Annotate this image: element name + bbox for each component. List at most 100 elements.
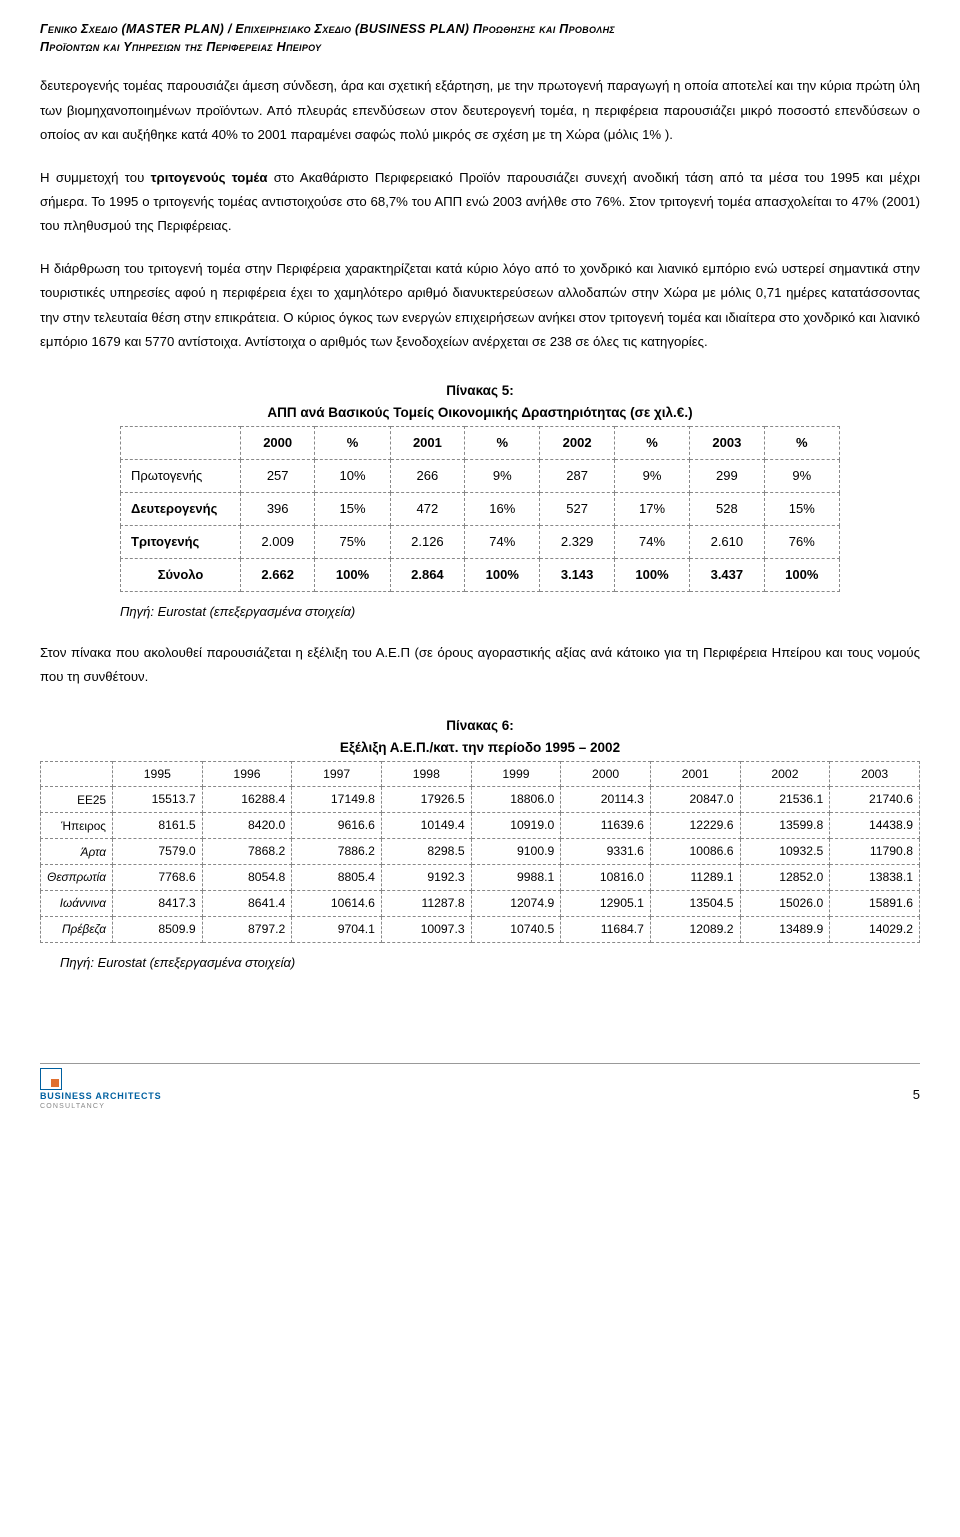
data-cell: 8797.2 bbox=[202, 916, 292, 942]
table-row: Άρτα7579.07868.27886.28298.59100.99331.6… bbox=[41, 839, 920, 865]
row-label: Ήπειρος bbox=[41, 813, 113, 839]
data-cell: 8641.4 bbox=[202, 891, 292, 917]
data-cell: 266 bbox=[390, 459, 464, 492]
data-cell: 11684.7 bbox=[561, 916, 651, 942]
row-label: Δευτερογενής bbox=[121, 492, 241, 525]
data-cell: 20847.0 bbox=[650, 787, 740, 813]
data-cell: 20114.3 bbox=[561, 787, 651, 813]
paragraph-4: Στον πίνακα που ακολουθεί παρουσιάζεται … bbox=[40, 641, 920, 690]
data-cell: 74% bbox=[465, 526, 540, 559]
running-header-line2: Προϊοντων και Υπηρεσιων της Περιφερειας … bbox=[40, 38, 920, 56]
table6-title: Πίνακας 6: Εξέλιξη Α.Ε.Π./κατ. την περίο… bbox=[40, 715, 920, 758]
data-cell: 21740.6 bbox=[830, 787, 920, 813]
data-cell: 76% bbox=[764, 526, 839, 559]
table6-header-cell: 1995 bbox=[113, 761, 203, 787]
data-cell: 11639.6 bbox=[561, 813, 651, 839]
row-label: Άρτα bbox=[41, 839, 113, 865]
logo-subtext: CONSULTANCY bbox=[40, 1102, 161, 1113]
data-cell: 13838.1 bbox=[830, 865, 920, 891]
table-row: ΕΕ2515513.716288.417149.817926.518806.02… bbox=[41, 787, 920, 813]
page-footer: BUSINESS ARCHITECTS CONSULTANCY 5 bbox=[40, 1063, 920, 1113]
data-cell: 9192.3 bbox=[381, 865, 471, 891]
data-cell: 16288.4 bbox=[202, 787, 292, 813]
table5-header-cell bbox=[121, 426, 241, 459]
row-label: Πρωτογενής bbox=[121, 459, 241, 492]
logo-icon bbox=[40, 1068, 62, 1090]
table6: 199519961997199819992000200120022003 ΕΕ2… bbox=[40, 761, 920, 943]
table5-header-cell: % bbox=[764, 426, 839, 459]
table-row-total: Σύνολο2.662100%2.864100%3.143100%3.43710… bbox=[121, 559, 840, 592]
data-cell: 11790.8 bbox=[830, 839, 920, 865]
data-cell: 2.009 bbox=[241, 526, 315, 559]
data-cell: 396 bbox=[241, 492, 315, 525]
table5-header-cell: % bbox=[315, 426, 390, 459]
paragraph-2a: Η συμμετοχή του bbox=[40, 170, 151, 185]
data-cell: 9988.1 bbox=[471, 865, 561, 891]
data-cell: 299 bbox=[690, 459, 764, 492]
table6-header-cell: 1998 bbox=[381, 761, 471, 787]
data-cell: 528 bbox=[690, 492, 764, 525]
running-header-line1: Γενικο Σχεδιο (MASTER PLAN) / Επιχειρησι… bbox=[40, 20, 920, 38]
data-cell: 2.329 bbox=[540, 526, 614, 559]
table5-header-cell: 2002 bbox=[540, 426, 614, 459]
data-cell: 10816.0 bbox=[561, 865, 651, 891]
data-cell: 2.864 bbox=[390, 559, 464, 592]
data-cell: 9704.1 bbox=[292, 916, 382, 942]
table5-head: 2000%2001%2002%2003% bbox=[121, 426, 840, 459]
data-cell: 9100.9 bbox=[471, 839, 561, 865]
data-cell: 13504.5 bbox=[650, 891, 740, 917]
table-row: Ιωάννινα8417.38641.410614.611287.812074.… bbox=[41, 891, 920, 917]
data-cell: 17149.8 bbox=[292, 787, 382, 813]
table5: 2000%2001%2002%2003% Πρωτογενής25710%266… bbox=[120, 426, 840, 593]
data-cell: 2.126 bbox=[390, 526, 464, 559]
data-cell: 8805.4 bbox=[292, 865, 382, 891]
data-cell: 10740.5 bbox=[471, 916, 561, 942]
data-cell: 9% bbox=[465, 459, 540, 492]
table6-header-cell: 2003 bbox=[830, 761, 920, 787]
data-cell: 7886.2 bbox=[292, 839, 382, 865]
data-cell: 12089.2 bbox=[650, 916, 740, 942]
data-cell: 74% bbox=[614, 526, 689, 559]
paragraph-3: Η διάρθρωση του τριτογενή τομέα στην Περ… bbox=[40, 257, 920, 355]
data-cell: 11289.1 bbox=[650, 865, 740, 891]
data-cell: 17926.5 bbox=[381, 787, 471, 813]
data-cell: 8509.9 bbox=[113, 916, 203, 942]
data-cell: 8417.3 bbox=[113, 891, 203, 917]
table6-header-cell: 2002 bbox=[740, 761, 830, 787]
data-cell: 10919.0 bbox=[471, 813, 561, 839]
table5-title: Πίνακας 5: ΑΠΠ ανά Βασικούς Τομείς Οικον… bbox=[40, 380, 920, 423]
table6-body: ΕΕ2515513.716288.417149.817926.518806.02… bbox=[41, 787, 920, 942]
table-row: Θεσπρωτία7768.68054.88805.49192.39988.11… bbox=[41, 865, 920, 891]
table5-title-line2: ΑΠΠ ανά Βασικούς Τομείς Οικονομικής Δρασ… bbox=[267, 405, 692, 420]
data-cell: 7579.0 bbox=[113, 839, 203, 865]
table6-header-cell: 2001 bbox=[650, 761, 740, 787]
table5-source: Πηγή: Eurostat (επεξεργασμένα στοιχεία) bbox=[120, 602, 920, 622]
row-label: ΕΕ25 bbox=[41, 787, 113, 813]
paragraph-2: Η συμμετοχή του τριτογενούς τομέα στο Ακ… bbox=[40, 166, 920, 239]
table6-header-cell: 1997 bbox=[292, 761, 382, 787]
table5-header-cell: % bbox=[614, 426, 689, 459]
data-cell: 100% bbox=[315, 559, 390, 592]
data-cell: 10% bbox=[315, 459, 390, 492]
data-cell: 8161.5 bbox=[113, 813, 203, 839]
data-cell: 14029.2 bbox=[830, 916, 920, 942]
logo: BUSINESS ARCHITECTS CONSULTANCY bbox=[40, 1068, 161, 1113]
table6-header-cell: 2000 bbox=[561, 761, 651, 787]
data-cell: 15891.6 bbox=[830, 891, 920, 917]
data-cell: 8054.8 bbox=[202, 865, 292, 891]
data-cell: 10149.4 bbox=[381, 813, 471, 839]
data-cell: 7868.2 bbox=[202, 839, 292, 865]
data-cell: 2.662 bbox=[241, 559, 315, 592]
data-cell: 17% bbox=[614, 492, 689, 525]
data-cell: 16% bbox=[465, 492, 540, 525]
row-label: Ιωάννινα bbox=[41, 891, 113, 917]
row-label: Τριτογενής bbox=[121, 526, 241, 559]
data-cell: 100% bbox=[764, 559, 839, 592]
logo-text: BUSINESS ARCHITECTS bbox=[40, 1092, 161, 1102]
data-cell: 3.437 bbox=[690, 559, 764, 592]
data-cell: 15% bbox=[764, 492, 839, 525]
data-cell: 21536.1 bbox=[740, 787, 830, 813]
data-cell: 12074.9 bbox=[471, 891, 561, 917]
data-cell: 7768.6 bbox=[113, 865, 203, 891]
data-cell: 3.143 bbox=[540, 559, 614, 592]
